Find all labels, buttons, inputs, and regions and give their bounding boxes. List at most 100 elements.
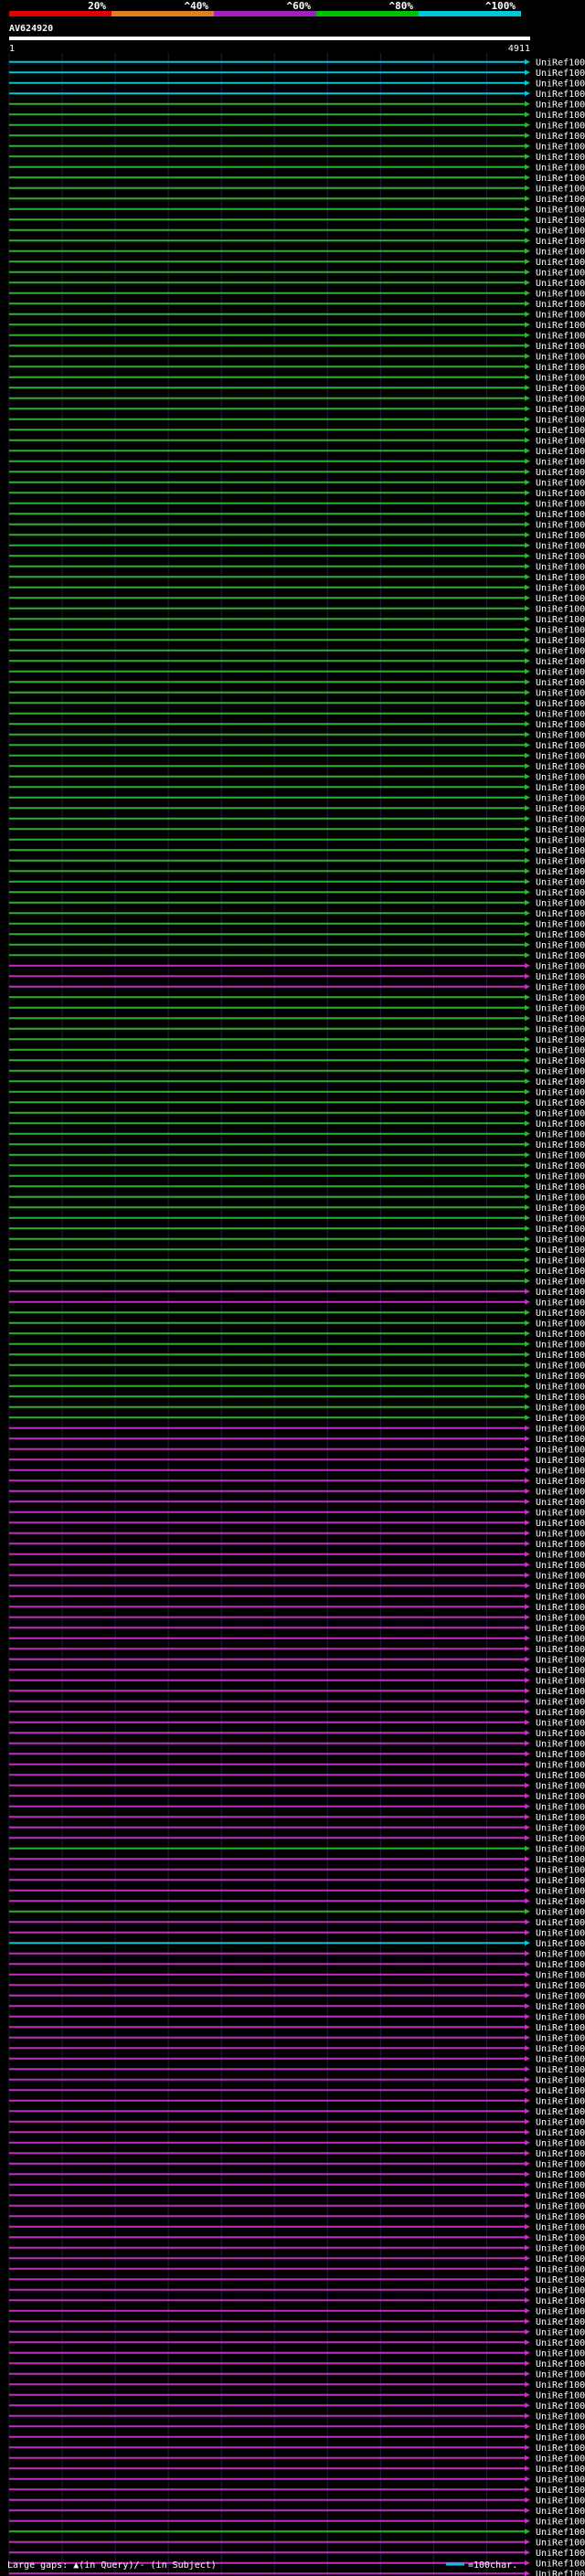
- hit-label: UniRef100_Q8LC04: [536, 1150, 585, 1161]
- hit-arrowhead: [525, 2528, 530, 2535]
- hit-label: UniRef100_A9NS16: [536, 2338, 585, 2348]
- hit-label: UniRef100_Q2V637: [536, 1056, 585, 1066]
- hit-arrowhead: [525, 206, 530, 212]
- scale-segment-2: [112, 11, 214, 16]
- hit-label: UniRef100_A9PGU3: [536, 405, 585, 415]
- hit-label: UniRef100_Q2Q0Z0: [536, 636, 585, 646]
- hit-label: UniRef100_C1E8Z8: [536, 2023, 585, 2033]
- hit-label: UniRef100_Q75Q30: [536, 1035, 585, 1045]
- hit-label: UniRef100_Q1WLW1: [536, 184, 585, 194]
- hit-label: UniRef100_P16708: [536, 373, 585, 383]
- hit-arrowhead: [525, 2475, 530, 2482]
- hit-arrowhead: [525, 1341, 530, 1347]
- hit-arrowhead: [525, 2549, 530, 2556]
- hit-arrowhead: [525, 689, 530, 695]
- hit-label: UniRef100_Q0U667: [536, 1960, 585, 1970]
- hit-arrowhead: [525, 532, 530, 538]
- hit-arrowhead: [525, 2318, 530, 2325]
- hit-arrowhead: [525, 1277, 530, 1284]
- hit-label: UniRef100_B6DZ34: [536, 1340, 585, 1350]
- hit-label: UniRef100_A9T7N3: [536, 2538, 585, 2548]
- hit-label: UniRef100_A9TID5: [536, 2212, 585, 2222]
- query-axis: 1 4911: [9, 37, 530, 54]
- hit-arrowhead: [525, 1929, 530, 1935]
- hit-arrowhead: [525, 2034, 530, 2041]
- hit-label: UniRef100_B6DZ18: [536, 1414, 585, 1424]
- hit-label: UniRef100_B9RME9: [536, 363, 585, 373]
- hit-arrowhead: [525, 2244, 530, 2251]
- hit-label: UniRef100_Q07489: [536, 615, 585, 625]
- hit-arrowhead: [525, 490, 530, 496]
- hit-label: UniRef100_B6T637: [536, 1550, 585, 1560]
- hit-label: UniRef100_A4QPN8: [536, 2201, 585, 2211]
- hit-arrowhead: [525, 1067, 530, 1074]
- hit-label: UniRef100_Q43480: [536, 384, 585, 394]
- hit-arrowhead: [525, 1509, 530, 1515]
- hit-arrowhead: [525, 1908, 530, 1914]
- hit-label: UniRef100_B3VV74: [536, 1792, 585, 1802]
- hit-label: UniRef100_A9T399: [536, 2191, 585, 2201]
- hit-arrowhead: [525, 563, 530, 569]
- hit-label: UniRef100_A8I5S0: [536, 216, 585, 226]
- hit-arrowhead: [525, 1677, 530, 1683]
- hit-arrowhead: [525, 1656, 530, 1662]
- hit-arrowhead: [525, 500, 530, 506]
- hit-label: UniRef100_C1MUR8: [536, 1886, 585, 1896]
- query-end-label: 4911: [508, 44, 530, 54]
- hit-label: UniRef100_Q69P91: [536, 1435, 585, 1445]
- hit-label: UniRef100_Q9SYW8: [536, 531, 585, 541]
- hit-label: UniRef100_Q2VST7: [536, 1288, 585, 1298]
- hit-arrowhead: [525, 2024, 530, 2030]
- hit-arrowhead: [525, 1046, 530, 1053]
- hit-label: UniRef100_C3UVT1: [536, 1203, 585, 1214]
- hit-label: UniRef100_A9TV00: [536, 814, 585, 824]
- hit-label: UniRef100_C5S0H7: [536, 2454, 585, 2464]
- hit-arrowhead: [525, 2402, 530, 2409]
- hit-arrowhead: [525, 1162, 530, 1169]
- hit-arrowhead: [525, 406, 530, 412]
- hit-label: UniRef100_A4QPN9: [536, 1592, 585, 1602]
- hit-arrowhead: [525, 1499, 530, 1505]
- hit-arrowhead: [525, 1015, 530, 1022]
- hit-label: UniRef100_A2YVJ1: [536, 751, 585, 761]
- grid-lines: [8, 53, 487, 2576]
- hit-arrowhead: [525, 2328, 530, 2335]
- hit-label: UniRef100_Q84TQ2: [536, 195, 585, 205]
- hit-label: UniRef100_Q9LMD1: [536, 1140, 585, 1150]
- hit-arrowhead: [525, 1877, 530, 1883]
- hit-arrowhead: [525, 668, 530, 674]
- hit-arrowhead: [525, 2307, 530, 2314]
- hit-arrowhead: [525, 1404, 530, 1410]
- hit-label: UniRef100_C1FD94: [536, 1298, 585, 1308]
- hit-arrowhead: [525, 1172, 530, 1179]
- hit-label: UniRef100_B4FCT8: [536, 1540, 585, 1550]
- hit-label: UniRef100_B0BEF0: [536, 1498, 585, 1508]
- hit-label: UniRef100_Q2V216: [536, 1918, 585, 1928]
- hit-label: UniRef100_C6T4I5: [536, 1519, 585, 1529]
- hit-label: UniRef100_A2YCB9: [536, 2517, 585, 2527]
- hit-arrowhead: [525, 1698, 530, 1704]
- hit-label: UniRef100_A5AEI0: [536, 510, 585, 520]
- hit-label: UniRef100_Q6SL97: [536, 625, 585, 635]
- hit-arrowhead: [525, 1457, 530, 1463]
- hit-label: UniRef100_Q5YB53: [536, 730, 585, 740]
- hit-label: UniRef100_Q52896: [536, 2486, 585, 2496]
- hit-label: UniRef100_Q8L9V7: [536, 237, 585, 247]
- hit-label: UniRef100_B9GML1: [536, 394, 585, 404]
- hit-arrowhead: [525, 332, 530, 338]
- hit-label: UniRef100_A3BZB4: [536, 1445, 585, 1455]
- hit-arrowhead: [525, 1530, 530, 1536]
- hit-arrowhead: [525, 1299, 530, 1305]
- hit-arrowhead: [525, 2076, 530, 2083]
- hit-label: UniRef100_Q7PM49: [536, 2285, 585, 2295]
- hit-label: UniRef100_B6DZ23: [536, 1182, 585, 1193]
- hit-arrowhead: [525, 710, 530, 716]
- hit-arrowhead: [525, 616, 530, 622]
- hit-label: UniRef100_B9TWX3: [536, 2138, 585, 2148]
- hit-arrowhead: [525, 1551, 530, 1557]
- hit-label: UniRef100_C3B9U6: [536, 1098, 585, 1108]
- hit-arrowhead: [525, 2255, 530, 2262]
- hit-label: UniRef100_A9NQF7: [536, 1981, 585, 1991]
- hit-arrowhead: [525, 1887, 530, 1893]
- hit-arrowhead: [525, 920, 530, 927]
